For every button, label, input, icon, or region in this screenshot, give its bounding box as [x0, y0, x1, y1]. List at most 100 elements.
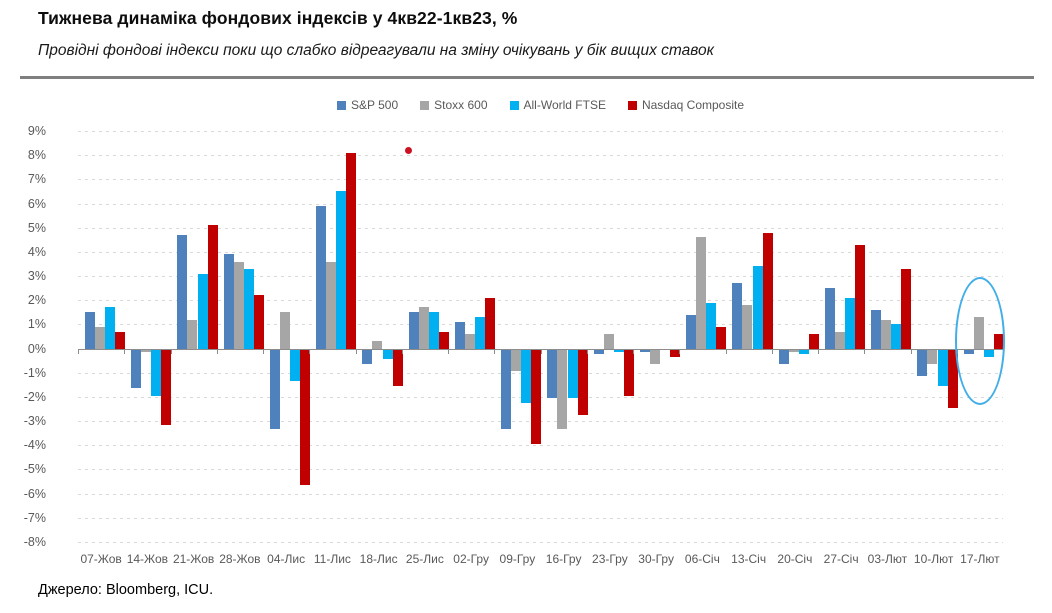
legend-item: Nasdaq Composite — [627, 98, 744, 112]
bar — [649, 349, 660, 365]
y-axis-label: -8% — [23, 535, 46, 549]
bar — [269, 349, 280, 430]
axis-tick — [725, 349, 727, 354]
y-axis-label: -3% — [23, 414, 46, 429]
y-axis-label: 1% — [27, 317, 46, 332]
bar — [223, 254, 234, 349]
axis-tick — [401, 349, 403, 354]
y-axis-label: 4% — [27, 244, 46, 259]
bar — [881, 319, 892, 349]
x-axis-label: 06-Січ — [684, 552, 720, 566]
gridline — [78, 227, 1003, 229]
bar — [716, 326, 727, 349]
bar — [233, 261, 244, 349]
y-axis-label: -2% — [23, 389, 46, 404]
bar — [115, 331, 126, 349]
bar — [613, 349, 624, 352]
bar — [937, 349, 948, 386]
x-axis-label: 16-Гру — [545, 552, 582, 566]
axis-tick — [679, 349, 681, 354]
axis-tick — [771, 349, 773, 354]
x-axis-label: 04-Лис — [267, 552, 306, 566]
legend-item: Stoxx 600 — [420, 98, 488, 112]
bar — [326, 261, 337, 349]
chart-title: Тижнева динаміка фондових індексів у 4кв… — [38, 8, 518, 28]
plot-area: 9% 8% 7% 6% 5% 4% 3% 2% 1% 0% -1% -2% -3% -4% -5% -6% -7… — [24, 124, 1005, 566]
legend-label: All-World FTSE — [523, 98, 606, 112]
bar — [557, 349, 568, 430]
bar — [639, 349, 650, 352]
axis-tick — [124, 349, 126, 354]
bar — [346, 152, 357, 349]
bar — [845, 297, 856, 349]
y-axis-label: -5% — [23, 462, 46, 477]
x-axis-label: 14-Жов — [126, 552, 169, 566]
bar — [798, 349, 809, 355]
x-axis-label: 20-Січ — [777, 552, 813, 566]
y-axis-label: -4% — [23, 438, 46, 453]
y-axis-label: 9% — [27, 124, 46, 138]
x-axis-label: 30-Гру — [638, 552, 674, 566]
bar — [501, 349, 512, 430]
x-axis-label: 23-Гру — [592, 552, 628, 566]
bar — [824, 288, 835, 349]
bar — [901, 268, 912, 349]
axis-tick — [633, 349, 634, 354]
legend-swatch-icon — [420, 100, 430, 110]
axis-tick — [309, 349, 311, 354]
bar — [392, 349, 403, 386]
y-axis-label: 7% — [27, 172, 46, 187]
x-axis-label: 10-Лют — [913, 552, 954, 566]
bar — [316, 205, 327, 349]
y-axis-label: 0% — [27, 341, 46, 356]
bar — [577, 349, 588, 415]
bar — [547, 349, 558, 398]
bar — [372, 341, 383, 349]
x-axis-label: 28-Жов — [219, 552, 261, 566]
axis-tick — [818, 349, 819, 354]
bar — [531, 349, 542, 444]
y-axis-label: 8% — [27, 148, 46, 163]
bar — [917, 349, 928, 377]
bar — [742, 305, 753, 349]
bar — [84, 312, 95, 349]
y-axis-label: -1% — [23, 365, 46, 380]
bar — [464, 334, 475, 349]
legend-item: S&P 500 — [336, 98, 399, 112]
bar — [567, 349, 578, 398]
bar — [808, 334, 819, 349]
bar — [788, 349, 799, 352]
bar — [438, 331, 449, 349]
bar — [927, 349, 938, 365]
gridline — [78, 324, 1003, 326]
bar — [732, 283, 743, 349]
legend: S&P 500 Stoxx 600 All-World FTSE Nasdaq Com… — [78, 97, 1003, 113]
x-axis-label: 21-Жов — [172, 552, 215, 566]
axis-tick — [78, 349, 79, 354]
bar — [947, 349, 958, 408]
y-axis-label: -6% — [23, 486, 46, 501]
bar — [752, 266, 763, 349]
source-note: Джерело: Bloomberg, ICU. — [38, 582, 214, 598]
bar — [290, 349, 301, 381]
bar — [485, 297, 496, 349]
bar — [279, 312, 290, 349]
bar — [696, 237, 707, 349]
bar — [161, 349, 172, 425]
legend-label: S&P 500 — [350, 98, 399, 112]
bar — [187, 319, 198, 349]
gridline — [78, 251, 1003, 253]
bar — [475, 317, 486, 349]
gridline — [78, 300, 1003, 302]
bar — [300, 349, 311, 485]
x-axis-label: 07-Жов — [80, 552, 122, 566]
axis-tick — [910, 349, 912, 354]
gridline — [78, 203, 1003, 205]
gridline — [78, 493, 1003, 495]
legend-swatch-icon — [509, 100, 519, 110]
bar — [141, 349, 152, 352]
y-axis-label: -7% — [23, 510, 46, 525]
bar — [603, 334, 614, 349]
bar — [706, 302, 717, 349]
